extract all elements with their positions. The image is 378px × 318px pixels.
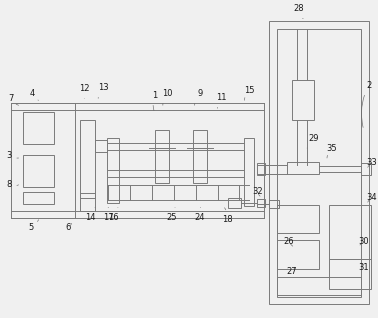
- Bar: [23, 112, 54, 144]
- Bar: [228, 198, 242, 208]
- Text: 24: 24: [194, 207, 205, 222]
- Bar: [277, 29, 361, 297]
- Bar: [23, 192, 54, 204]
- Bar: [95, 140, 107, 152]
- Bar: [269, 200, 279, 208]
- Bar: [257, 199, 265, 207]
- Bar: [329, 205, 371, 259]
- Text: 17: 17: [103, 207, 113, 222]
- Text: 11: 11: [216, 93, 227, 108]
- Text: 9: 9: [195, 89, 202, 105]
- Text: 26: 26: [284, 237, 294, 246]
- Bar: [277, 205, 319, 232]
- Bar: [257, 163, 265, 175]
- Text: 5: 5: [28, 220, 39, 232]
- Bar: [269, 21, 369, 304]
- Bar: [277, 277, 361, 295]
- Text: 8: 8: [6, 180, 19, 189]
- Bar: [361, 163, 371, 175]
- Bar: [155, 148, 169, 183]
- Bar: [329, 259, 371, 289]
- Text: 12: 12: [79, 84, 90, 98]
- Text: 28: 28: [294, 4, 304, 19]
- Bar: [80, 120, 95, 198]
- Text: 33: 33: [366, 158, 377, 168]
- Text: 4: 4: [30, 89, 39, 100]
- Text: 34: 34: [366, 193, 377, 202]
- Text: 13: 13: [98, 83, 108, 98]
- Text: 3: 3: [6, 150, 19, 160]
- Text: 29: 29: [307, 134, 319, 148]
- Text: 14: 14: [85, 208, 96, 222]
- Bar: [11, 103, 75, 218]
- Bar: [287, 162, 319, 174]
- Text: 31: 31: [358, 263, 369, 272]
- Text: 10: 10: [163, 89, 173, 105]
- Text: 1: 1: [152, 91, 158, 111]
- Text: 6: 6: [66, 223, 71, 232]
- Text: 27: 27: [287, 267, 297, 276]
- Bar: [277, 239, 319, 269]
- Text: 15: 15: [244, 86, 255, 100]
- Text: 35: 35: [327, 143, 337, 158]
- Bar: [23, 155, 54, 187]
- Text: 7: 7: [8, 94, 19, 105]
- Text: 2: 2: [361, 81, 372, 128]
- Bar: [107, 138, 119, 203]
- Text: 32: 32: [252, 187, 263, 196]
- Text: 16: 16: [108, 208, 118, 222]
- Text: 30: 30: [358, 237, 369, 246]
- Bar: [193, 130, 207, 148]
- Text: 18: 18: [222, 208, 233, 224]
- Bar: [245, 138, 254, 206]
- Bar: [80, 193, 95, 211]
- Bar: [193, 148, 207, 183]
- Text: 25: 25: [167, 208, 177, 222]
- Bar: [292, 80, 314, 120]
- Bar: [155, 130, 169, 148]
